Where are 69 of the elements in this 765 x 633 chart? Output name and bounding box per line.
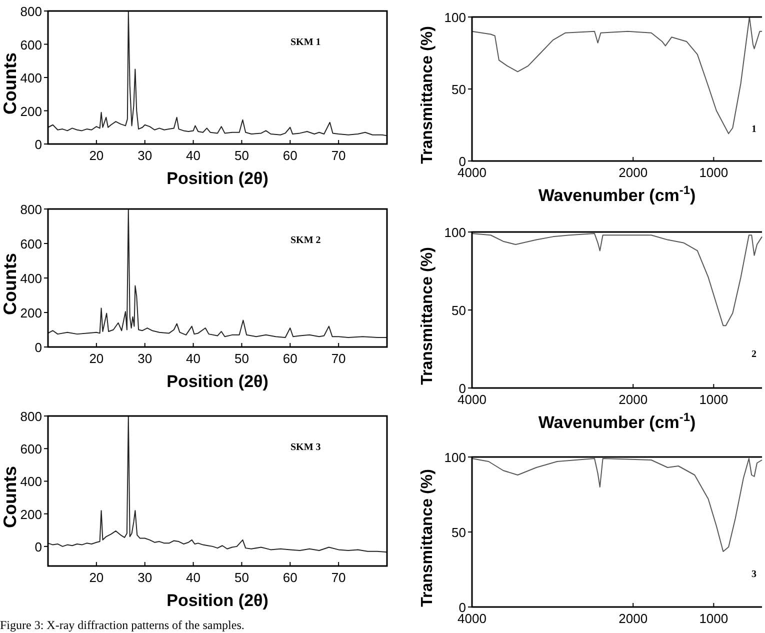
x-tick-label: 40 xyxy=(186,148,201,163)
y-axis-title: Counts xyxy=(0,466,20,528)
y-tick-label: 600 xyxy=(20,236,42,252)
x-tick-label: 2000 xyxy=(618,392,648,407)
y-tick-label: 50 xyxy=(452,82,466,97)
text: SKM 3 xyxy=(290,442,321,453)
x-axis-title: Wavenumber (cm$^{-1}$) xyxy=(538,410,696,432)
y-tick-label: 100 xyxy=(444,450,466,465)
x-tick-label: 70 xyxy=(331,148,346,163)
y-tick-label: 400 xyxy=(20,474,42,490)
x-tick-label: 40 xyxy=(186,351,201,366)
x-tick-label: 1000 xyxy=(699,611,728,626)
x-tick-label: 1000 xyxy=(699,392,728,407)
y-tick-label: 400 xyxy=(20,271,42,286)
x-tick-label: 30 xyxy=(138,148,152,163)
line-series xyxy=(48,416,388,553)
x-tick-label: 2000 xyxy=(618,611,648,626)
x-tick-label: 30 xyxy=(138,351,152,366)
y-tick-label: 100 xyxy=(444,225,466,240)
y-tick-label: 200 xyxy=(20,506,42,522)
y-tick-label: 0 xyxy=(34,539,42,554)
x-tick-label: 60 xyxy=(282,570,298,585)
y-tick-label: 600 xyxy=(20,37,42,52)
y-tick-label: 200 xyxy=(20,306,42,320)
x-axis-title: Position (2θ) xyxy=(166,591,268,610)
y-axis-title: Transmittance (%) xyxy=(419,247,436,385)
x-tick-label: 60 xyxy=(282,148,298,163)
x-tick-label: 40 xyxy=(186,570,201,585)
x-axis-title: Position (2θ) xyxy=(166,169,268,188)
y-tick-label: 50 xyxy=(452,525,466,540)
x-tick-label: 50 xyxy=(234,570,249,585)
text: SKM 1 xyxy=(290,37,321,48)
y-axis-title: Counts xyxy=(0,52,20,114)
x-tick-label: 20 xyxy=(89,351,104,366)
x-tick-label: 20 xyxy=(89,570,104,585)
x-axis-title: Position (2θ) xyxy=(166,372,268,391)
text: SKM 2 xyxy=(290,235,321,246)
y-tick-label: 800 xyxy=(20,4,42,19)
x-tick-label: 2000 xyxy=(618,165,648,180)
x-tick-label: 60 xyxy=(282,351,298,366)
y-axis-title: Transmittance (%) xyxy=(419,26,436,164)
y-tick-label: 0 xyxy=(34,137,42,152)
x-axis-title: Wavenumber (cm$^{-1}$) xyxy=(538,183,696,205)
y-tick-label: 100 xyxy=(444,10,466,25)
text: 2 xyxy=(752,348,756,360)
caption: Figure 3: X-ray diffraction patterns of the samples. xyxy=(0,618,244,632)
text: 3 xyxy=(752,569,756,580)
x-tick-label: 70 xyxy=(331,570,346,585)
y-tick-label: 200 xyxy=(20,104,42,119)
x-tick-label: 1000 xyxy=(699,165,728,180)
x-tick-label: 50 xyxy=(234,148,249,163)
y-tick-label: 400 xyxy=(20,70,42,86)
line-series xyxy=(472,458,762,552)
y-tick-label: 800 xyxy=(20,202,42,217)
x-tick-label: 30 xyxy=(138,570,152,585)
y-tick-label: 0 xyxy=(34,340,42,355)
line-series xyxy=(472,233,762,326)
line-series xyxy=(472,16,762,134)
y-axis-title: Transmittance (%) xyxy=(419,469,436,607)
x-tick-label: 50 xyxy=(234,351,249,366)
x-tick-label: 20 xyxy=(89,148,104,163)
line-series xyxy=(48,208,388,338)
y-tick-label: 800 xyxy=(20,409,42,424)
series-label: 1 xyxy=(752,124,756,136)
y-tick-label: 50 xyxy=(452,303,466,318)
x-tick-label: 70 xyxy=(331,351,346,366)
y-axis-title: Counts xyxy=(0,253,20,315)
line-series xyxy=(48,10,388,136)
y-tick-label: 600 xyxy=(20,442,42,457)
